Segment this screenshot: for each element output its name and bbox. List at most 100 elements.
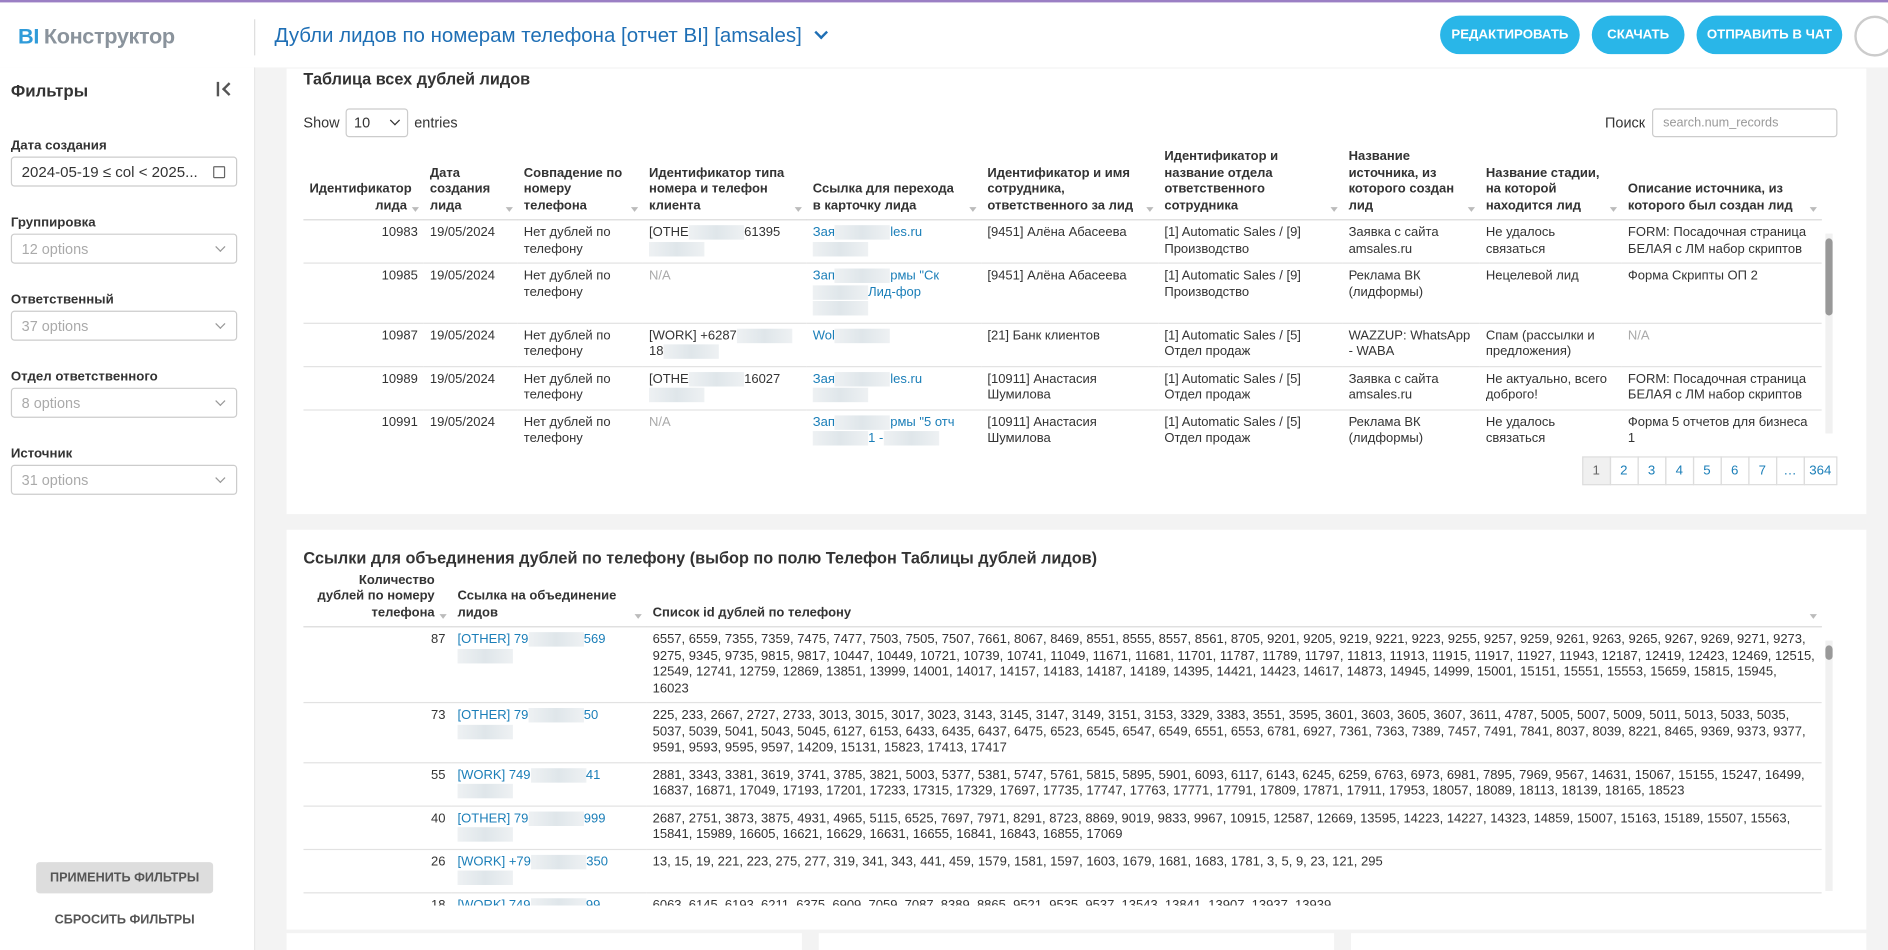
- link-text[interactable]: [WORK] +79: [457, 854, 531, 869]
- cell-text: Форма Скрипты ОП 2: [1627, 268, 1758, 283]
- table-cell: Заявка с сайта amsales.ru: [1342, 365, 1480, 410]
- link-text[interactable]: 350: [586, 854, 608, 869]
- empty-value: N/A: [648, 268, 671, 283]
- table-cell: Нет дублей по телефону: [517, 262, 643, 323]
- blurred-text: [457, 784, 513, 799]
- logo[interactable]: BI Конструктор: [18, 24, 175, 49]
- table-cell: 10989: [303, 365, 424, 410]
- table-cell: Нет дублей по телефону: [517, 219, 643, 264]
- filter-input[interactable]: 2024-05-19 ≤ col < 2025...: [10, 156, 238, 187]
- table-cell: 18: [303, 891, 452, 906]
- link-text[interactable]: Лид-фор: [868, 284, 922, 300]
- link-text[interactable]: [WORK] 749: [457, 897, 531, 906]
- table-cell: 19/05/2024: [423, 365, 518, 410]
- page-button[interactable]: 2: [1609, 456, 1639, 486]
- table-cell: [1] Automatic Sales / [5] Отдел продаж: [1158, 322, 1343, 367]
- link-text[interactable]: [WORK] 749: [457, 767, 531, 783]
- link-text[interactable]: рмы "Ск: [890, 268, 940, 283]
- page-button[interactable]: 364: [1803, 456, 1838, 486]
- page-button[interactable]: 3: [1637, 456, 1667, 486]
- filter-input[interactable]: 8 options: [10, 387, 238, 418]
- scroll-thumb[interactable]: [1825, 238, 1833, 316]
- link-text[interactable]: 99: [585, 897, 601, 906]
- send-button[interactable]: ОТПРАВИТЬ В ЧАТ: [1696, 15, 1843, 55]
- scrollbar[interactable]: [1825, 640, 1833, 892]
- header-row: Количество дублей по номеру телефона Ссыл…: [303, 573, 1821, 627]
- link-text[interactable]: Зая: [812, 225, 835, 240]
- column-header[interactable]: Ссылка на объединение лидов: [452, 573, 647, 627]
- link-text[interactable]: 1 -: [868, 431, 884, 446]
- cell-text: 40: [431, 810, 446, 826]
- page-button[interactable]: 4: [1664, 456, 1694, 486]
- link-text[interactable]: [OTHER] 79: [457, 632, 529, 647]
- link-text[interactable]: рмы "5 отч: [890, 414, 955, 430]
- blurred-text: [812, 301, 869, 316]
- column-header[interactable]: Название стадии, на которой находится ли…: [1480, 149, 1622, 219]
- column-header[interactable]: Идентификатор лида: [303, 149, 423, 219]
- table-cell: [10911] Анастасия Шумилова: [981, 408, 1159, 448]
- scrollbar[interactable]: [1825, 233, 1833, 434]
- link-text[interactable]: Зап: [812, 268, 835, 283]
- link-text[interactable]: 569: [583, 632, 606, 647]
- page-button[interactable]: 6: [1720, 456, 1750, 486]
- cell-text: 225, 233, 2667, 2727, 2733, 3013, 3015, …: [652, 707, 1806, 755]
- table-cell: Не удалось связаться: [1479, 408, 1622, 448]
- page-button[interactable]: 7: [1747, 456, 1777, 486]
- download-button[interactable]: СКАЧАТЬ: [1591, 15, 1685, 55]
- link-text[interactable]: Wol: [812, 328, 835, 343]
- cell-text: Нет дублей по телефону: [523, 268, 611, 300]
- column-header[interactable]: Дата создания лида: [424, 149, 518, 219]
- page-button[interactable]: 1: [1581, 456, 1611, 486]
- link-text[interactable]: [OTHER] 79: [457, 810, 529, 826]
- table-cell: 19/05/2024: [423, 408, 518, 448]
- link-text[interactable]: les.ru: [890, 371, 923, 386]
- link-text[interactable]: Зая: [812, 371, 835, 386]
- link-text[interactable]: Зап: [812, 414, 835, 430]
- column-header[interactable]: Идентификатор и имя сотрудника, ответств…: [981, 149, 1158, 219]
- table-row: 18 [WORK] 749 99 6063, 6145, 6193, 6211, 63…: [303, 891, 1822, 906]
- collapse-button[interactable]: [216, 81, 236, 97]
- page-size-select[interactable]: 10: [345, 108, 409, 138]
- table-cell: [9451] Алёна Абасеева: [981, 219, 1159, 264]
- scroll-thumb[interactable]: [1825, 645, 1833, 660]
- link-text[interactable]: 50: [583, 707, 599, 723]
- table-row: 26 [WORK] +79 350 13, 15, 19, 221, 223, 275…: [303, 848, 1822, 893]
- column-header[interactable]: Описание источника, из которого был созд…: [1622, 149, 1822, 219]
- filter-label: Ответственный: [10, 292, 114, 308]
- more-button[interactable]: [1854, 15, 1888, 57]
- column-header[interactable]: Ссылка для перехода в карточку лида: [807, 149, 982, 219]
- table-cell: 225, 233, 2667, 2727, 2733, 3013, 3015, …: [646, 701, 1822, 763]
- filter-input[interactable]: 12 options: [10, 233, 238, 264]
- page-button[interactable]: …: [1775, 456, 1805, 486]
- cell-text: Спам (рассылки и предложения): [1485, 328, 1595, 359]
- filter-input[interactable]: 31 options: [10, 464, 238, 495]
- blurred-text: [812, 284, 869, 300]
- column-header[interactable]: Количество дублей по номеру телефона: [303, 573, 451, 627]
- link-text[interactable]: 41: [585, 767, 601, 783]
- cell-text: 2687, 2751, 3873, 3875, 4931, 4965, 5115…: [652, 810, 1791, 842]
- blurred-text: [528, 708, 584, 723]
- page-button[interactable]: 5: [1692, 456, 1722, 486]
- cell-text: [9451] Алёна Абасеева: [987, 268, 1127, 283]
- report-title[interactable]: Дубли лидов по номерам телефона [отчет B…: [275, 24, 826, 48]
- filter-input[interactable]: 37 options: [10, 310, 238, 341]
- edit-button[interactable]: РЕДАКТИРОВАТЬ: [1440, 15, 1580, 55]
- column-header[interactable]: Совпадение по номеру телефона: [518, 149, 643, 219]
- column-header[interactable]: Список id дублей по телефону: [647, 573, 1822, 627]
- apply-button[interactable]: ПРИМЕНИТЬ ФИЛЬТРЫ: [36, 862, 214, 894]
- cell-text: 73: [431, 707, 446, 723]
- link-text[interactable]: [OTHER] 79: [457, 707, 529, 723]
- link-text[interactable]: les.ru: [890, 225, 923, 240]
- blurred-text: [812, 241, 869, 257]
- filter-label: Группировка: [10, 215, 96, 230]
- column-header[interactable]: Идентификатор типа номера и телефон клие…: [643, 149, 807, 219]
- reset-button[interactable]: СБРОСИТЬ ФИЛЬТРЫ: [54, 912, 195, 928]
- column-header[interactable]: Идентификатор и название отдела ответств…: [1158, 149, 1342, 219]
- search-input[interactable]: search.num_records: [1652, 108, 1838, 138]
- column-header[interactable]: Название источника, из которого создан л…: [1343, 149, 1480, 219]
- table-cell: Не удалось связаться: [1479, 219, 1622, 264]
- panel-title: Ссылки для объединения дублей по телефон…: [303, 549, 1098, 568]
- table-body: 10983 19/05/2024 Нет дублей по телефону [OT…: [303, 219, 1822, 448]
- link-text[interactable]: 999: [583, 810, 606, 826]
